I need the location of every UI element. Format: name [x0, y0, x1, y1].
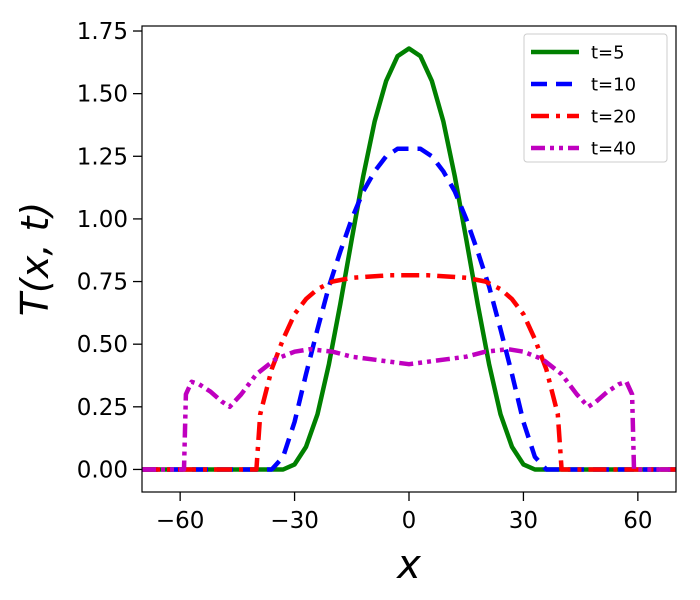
- series-line-2: [142, 146, 676, 472]
- x-tick-label: 0: [402, 508, 417, 534]
- series-line-1: [142, 46, 676, 472]
- legend-items: t=5 t=10 t=20 t=40: [531, 43, 636, 160]
- x-tick-label: 60: [623, 508, 652, 534]
- y-tick-label: 0.00: [77, 457, 128, 483]
- y-tick-label: 1.25: [77, 144, 128, 170]
- y-tick-label: 0.50: [77, 332, 128, 358]
- y-tick-label: 0.75: [77, 270, 128, 296]
- y-tick-label: 1.50: [77, 82, 128, 108]
- y-tick-label: 1.00: [77, 207, 128, 233]
- series-line-3: [142, 273, 676, 472]
- y-tick-label: 0.25: [77, 395, 128, 421]
- series-layer: [142, 46, 676, 472]
- y-tick-label: 1.75: [77, 19, 128, 45]
- legend-label: t=10: [591, 75, 636, 96]
- legend: t=5 t=10 t=20 t=40: [523, 33, 668, 163]
- x-tick-label: −30: [270, 508, 319, 534]
- series-line-4: [142, 346, 676, 472]
- legend-label: t=20: [591, 107, 636, 128]
- legend-label: t=5: [591, 43, 625, 64]
- tick-layer: −60 −30 0 30 60 0.00 0.25 0.50 0.75 1.00 1.25 1.50 1…: [77, 19, 653, 534]
- legend-label: t=40: [591, 139, 636, 160]
- x-tick-label: −60: [156, 508, 205, 534]
- y-axis-label: T(x, t): [13, 202, 57, 316]
- x-tick-label: 30: [509, 508, 538, 534]
- x-axis-label: x: [395, 542, 421, 588]
- legend-frame: [523, 33, 668, 163]
